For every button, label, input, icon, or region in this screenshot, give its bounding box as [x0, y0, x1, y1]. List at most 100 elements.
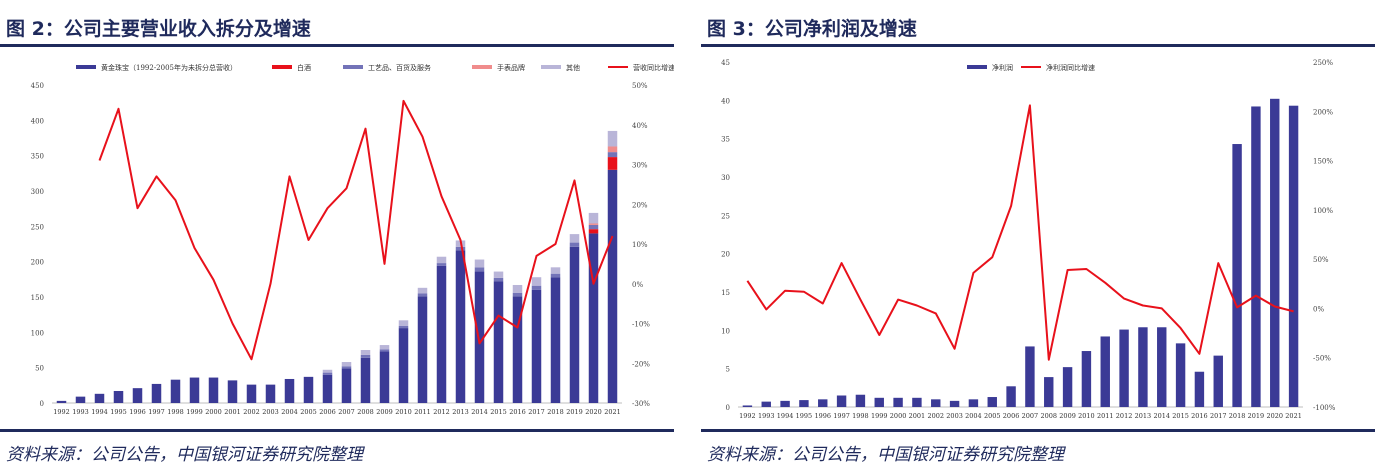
bar-2021 [607, 169, 618, 403]
bar-1999 [189, 377, 200, 403]
bar-2007 [1025, 346, 1035, 407]
x-tick-label: 1998 [167, 408, 184, 416]
y2-tick-label: -20% [632, 360, 650, 368]
bar-1992 [742, 405, 753, 407]
bar-2020 [588, 212, 599, 224]
bar-2010 [1081, 351, 1092, 407]
y2-tick-label: 0% [632, 281, 643, 289]
bar-2011 [417, 293, 428, 297]
bar-2012 [1119, 329, 1129, 407]
bar-2013 [455, 246, 466, 251]
y-tick-label: 10 [721, 327, 730, 335]
x-tick-label: 2011 [1097, 412, 1114, 420]
x-tick-label: 2013 [1135, 412, 1152, 420]
revenue-breakdown-chart: 0 50 100 150 200 250 300 350 400 450 -30% -20% -10% 0… [31, 63, 674, 416]
bar-2009 [379, 345, 390, 350]
x-tick-label: 2001 [224, 408, 241, 416]
bar-2015 [493, 271, 504, 278]
bar-2018 [550, 277, 561, 403]
bar-2007 [341, 366, 352, 369]
y-tick-label: 5 [726, 366, 730, 374]
y2-tick-label: 50% [632, 82, 648, 90]
bar-2021 [1288, 105, 1299, 407]
figure-2-bottom-rule [0, 429, 674, 432]
bar-1998 [170, 379, 181, 403]
bar-2020 [588, 233, 599, 403]
bar-2021 [607, 152, 618, 158]
bar-2018 [550, 267, 561, 274]
bar-2020 [588, 229, 599, 234]
legend-label: 工艺品、百货及服务 [368, 63, 431, 72]
y2-tick-label: 40% [632, 122, 648, 130]
bar-2002 [246, 384, 257, 403]
x-tick-label: 2012 [1116, 412, 1133, 420]
x-tick-label: 2005 [984, 412, 1001, 420]
x-tick-label: 2001 [909, 412, 926, 420]
bar-2007 [341, 362, 352, 367]
y2-tick-label: 0% [1313, 305, 1324, 313]
bar-2017 [531, 285, 542, 290]
bar-1993 [761, 401, 771, 407]
x-tick-label: 2002 [927, 412, 944, 420]
bar-2008 [1044, 377, 1054, 407]
bar-1999 [874, 397, 884, 407]
y-tick-label: 40 [721, 97, 730, 105]
bar-2000 [893, 397, 903, 407]
bar-1992 [56, 400, 67, 403]
x-tick-label: 2010 [395, 408, 412, 416]
bar-2020 [1270, 98, 1280, 408]
figure-3-panel: 图 3：公司净利润及增速 0 5 10 15 20 25 30 35 40 45 -100% -50%… [701, 0, 1375, 473]
figure-3-top-rule [701, 44, 1375, 47]
y-tick-label: 250 [31, 223, 44, 231]
legend-label: 手表品牌 [497, 63, 525, 72]
x-tick-label: 1994 [777, 412, 794, 420]
y2-tick-label: 20% [632, 201, 648, 209]
x-tick-label: 1992 [53, 408, 70, 416]
bar-2018 [550, 273, 561, 278]
x-tick-label: 2011 [414, 408, 431, 416]
x-tick-label: 2019 [1248, 412, 1265, 420]
bar-2009 [379, 351, 390, 403]
x-tick-label: 2020 [585, 408, 602, 416]
bar-2016 [1194, 371, 1205, 407]
y-tick-label: 15 [721, 289, 730, 297]
x-tick-label: 2000 [890, 412, 907, 420]
x-tick-label: 2010 [1078, 412, 1095, 420]
x-tick-label: 2020 [1266, 412, 1283, 420]
bar-1993 [75, 396, 86, 403]
bar-2014 [474, 259, 485, 268]
x-tick-label: 2009 [376, 408, 393, 416]
bar-2018 [1232, 144, 1242, 407]
y-tick-label: 0 [726, 404, 730, 412]
y-tick-label: 35 [721, 136, 730, 144]
bar-2017 [1213, 355, 1223, 407]
x-tick-label: 1997 [833, 412, 850, 420]
bar-1994 [780, 400, 790, 407]
bar-2008 [360, 357, 371, 403]
figure-3-source: 资料来源：公司公告，中国银河证券研究院整理 [707, 445, 1064, 465]
bar-2005 [303, 376, 314, 403]
x-tick-label: 2015 [1172, 412, 1189, 420]
x-tick-label: 2017 [528, 408, 545, 416]
y2-tick-label: 150% [1313, 158, 1333, 166]
bar-2007 [341, 368, 352, 403]
x-tick-label: 1999 [871, 412, 888, 420]
bar-2011 [417, 296, 428, 403]
x-tick-label: 2006 [319, 408, 336, 416]
legend-label: 黄金珠宝（1992-2005年为未拆分总营收） [101, 63, 237, 72]
x-tick-label: 1994 [91, 408, 108, 416]
x-tick-label: 2003 [946, 412, 963, 420]
bar-2019 [569, 242, 580, 247]
bar-1997 [836, 395, 847, 407]
bar-2013 [455, 250, 466, 403]
bar-2020 [588, 224, 599, 230]
y-tick-label: 0 [40, 400, 44, 408]
legend-label: 其他 [566, 63, 580, 72]
y-tick-label: 50 [35, 365, 44, 373]
legend-swatch [76, 65, 96, 69]
x-tick-label: 2000 [205, 408, 222, 416]
y-tick-label: 30 [721, 174, 730, 182]
bar-1996 [818, 399, 828, 407]
y-tick-label: 450 [31, 82, 44, 90]
x-tick-label: 1997 [148, 408, 165, 416]
